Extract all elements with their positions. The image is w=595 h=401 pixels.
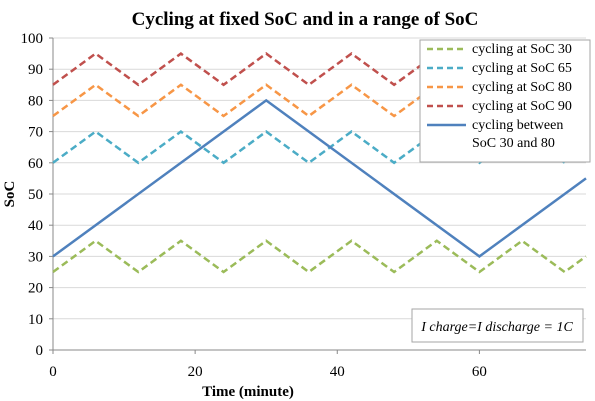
annotation-frame bbox=[411, 308, 584, 343]
legend-label: cycling at SoC 65 bbox=[472, 61, 572, 76]
legend-box bbox=[419, 39, 591, 163]
annotation-box: I charge=I discharge = 1C bbox=[411, 308, 584, 343]
legend-label: cycling at SoC 30 bbox=[472, 42, 572, 57]
x-tick-label: 40 bbox=[330, 364, 345, 380]
legend-label: cycling between bbox=[472, 118, 563, 133]
y-tick-label: 100 bbox=[21, 31, 44, 47]
y-tick-label: 70 bbox=[28, 125, 43, 141]
x-tick-label: 60 bbox=[472, 364, 487, 380]
x-axis-label: Time (minute) bbox=[202, 384, 294, 400]
y-tick-label: 10 bbox=[28, 312, 43, 328]
y-axis-label: SoC bbox=[2, 181, 18, 208]
x-tick-label: 20 bbox=[188, 364, 203, 380]
y-tick-labels: 0 10 20 30 40 50 60 70 80 90 100 bbox=[21, 31, 44, 359]
legend-label: cycling at SoC 90 bbox=[472, 99, 572, 114]
y-tick-label: 50 bbox=[28, 187, 43, 203]
y-tick-label: 30 bbox=[28, 249, 43, 265]
x-tick-labels: 0 20 40 60 bbox=[49, 364, 487, 380]
y-tick-label: 80 bbox=[28, 93, 43, 109]
y-tick-label: 60 bbox=[28, 156, 43, 172]
series-line bbox=[52, 98, 587, 258]
x-tick-label: 0 bbox=[49, 364, 57, 380]
legend-label: cycling at SoC 80 bbox=[472, 80, 572, 95]
legend: cycling at SoC 30 cycling at SoC 65 cyclin… bbox=[419, 39, 591, 163]
y-tick-label: 40 bbox=[28, 218, 43, 234]
legend-label: SoC 30 and 80 bbox=[472, 136, 555, 151]
series-line bbox=[52, 239, 587, 274]
y-tick-label: 90 bbox=[28, 62, 43, 78]
y-tick-label: 0 bbox=[36, 343, 44, 359]
y-tick-label: 20 bbox=[28, 281, 43, 297]
chart-title: Cycling at fixed SoC and in a range of S… bbox=[132, 9, 479, 30]
annotation-text: I charge=I discharge = 1C bbox=[420, 320, 573, 335]
